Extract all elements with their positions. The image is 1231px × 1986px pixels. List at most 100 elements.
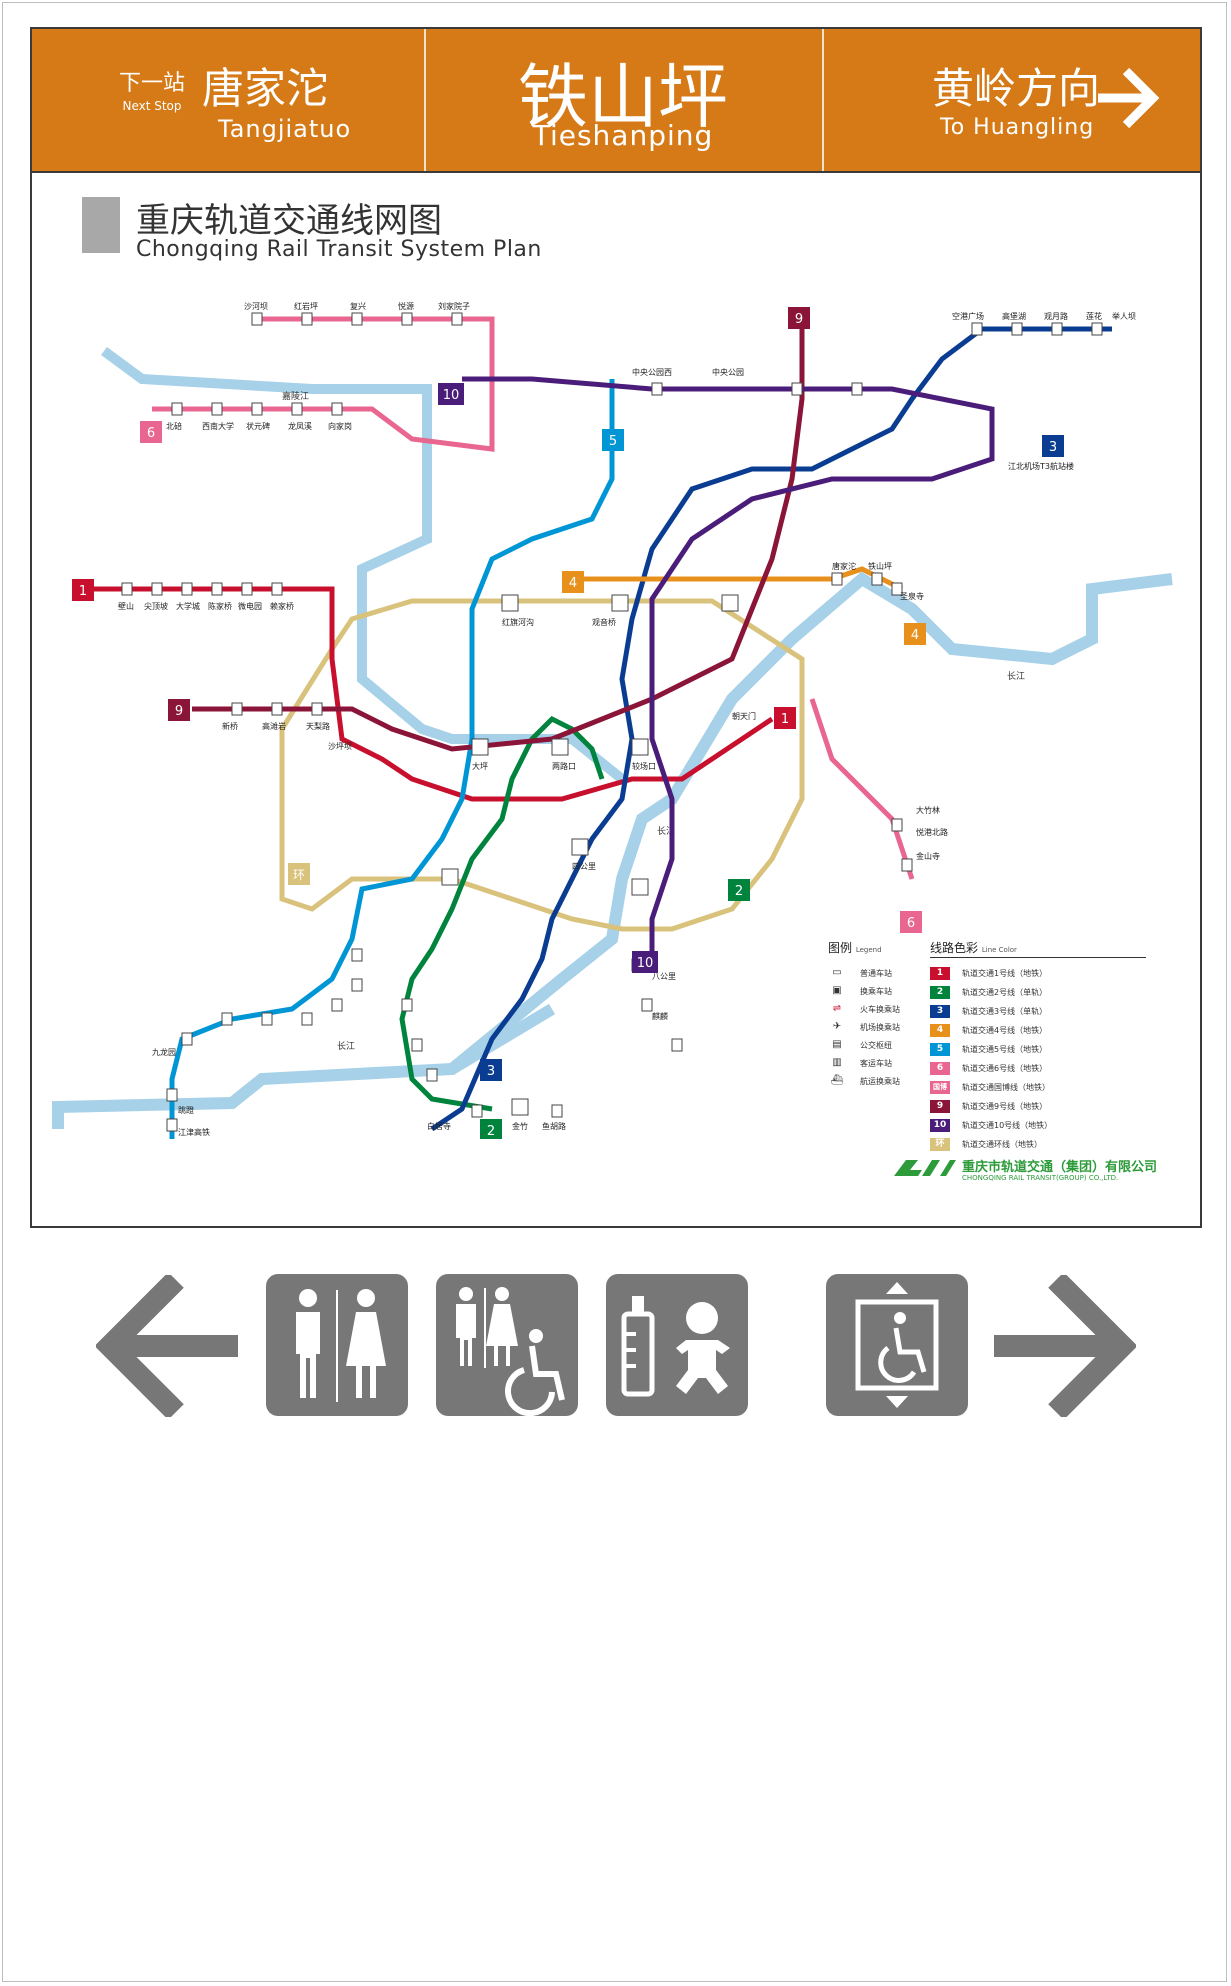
- station-labels: 沙河坝 红岩坪 复兴 悦源 刘家院子 北碚 西南大学 状元碑 龙凤溪 向家岗 中…: [118, 301, 1136, 1137]
- river-jialing: [101, 346, 626, 783]
- next-station-name-en: Tangjiatuo: [218, 115, 352, 143]
- station-sign-panel: 下一站 Next Stop 唐家沱 Tangjiatuo 铁山坪 Tieshan…: [30, 27, 1202, 1228]
- next-stop-label-en: Next Stop: [122, 99, 182, 113]
- station-label: 龙凤溪: [288, 421, 312, 431]
- next-stop-label-zh: 下一站: [118, 71, 185, 96]
- station-label: 高堡湖: [1002, 311, 1026, 321]
- station-label: 天梨路: [306, 721, 330, 731]
- station-banner: 下一站 Next Stop 唐家沱 Tangjiatuo 铁山坪 Tieshan…: [32, 29, 1200, 173]
- operator-name-en: CHONGQING RAIL TRANSIT(GROUP) CO.,LTD.: [962, 1174, 1119, 1182]
- current-station-name-en: Tieshanping: [532, 119, 714, 152]
- station-label: 八公里: [652, 972, 676, 981]
- station-label: 大学城: [176, 601, 200, 611]
- map-title-marker: [82, 197, 120, 253]
- line-badge-10: 10: [438, 383, 464, 405]
- svg-text:2: 2: [735, 884, 743, 899]
- station-label: 江津高铁: [178, 1127, 210, 1137]
- river-changjiang-lower: [448, 1003, 556, 1075]
- line-badge-4: 4: [562, 571, 584, 593]
- rail-icon: ⇌: [832, 1003, 842, 1014]
- station-label: 四公里: [572, 862, 596, 871]
- station-label: 状元碑: [246, 421, 270, 431]
- line-1: [82, 586, 774, 802]
- line-badge-10-south: 10: [632, 951, 658, 973]
- accessible-restroom-icon: [436, 1274, 578, 1417]
- station-label: 高滩岩: [262, 721, 286, 731]
- station-label: 朝天门: [732, 711, 756, 721]
- station-label: 较场口: [632, 761, 656, 771]
- station-label: 莲花: [1086, 311, 1102, 321]
- ship-icon: ⛴: [830, 1075, 844, 1086]
- station-label: 中央公园: [712, 367, 744, 377]
- station-label: 鱼胡路: [542, 1121, 566, 1131]
- station-label: 中央公园西: [632, 367, 672, 377]
- station-label: 跳蹬: [178, 1105, 194, 1115]
- next-station-name-zh: 唐家沱: [202, 64, 329, 113]
- svg-text:2: 2: [487, 1124, 495, 1139]
- svg-text:3: 3: [1049, 440, 1057, 455]
- station-label: 金竹: [512, 1121, 528, 1131]
- operator-logo-icon: [894, 1160, 956, 1176]
- svg-text:4: 4: [911, 628, 919, 643]
- station-icon: ▭: [832, 967, 842, 978]
- svg-text:1: 1: [781, 712, 789, 727]
- rail-network-map: 嘉陵江 长江 长江 长江: [52, 301, 1173, 1139]
- svg-text:1: 1: [79, 584, 87, 599]
- line-badge-9: 9: [168, 699, 190, 721]
- line-badge-4-east: 4: [904, 623, 926, 645]
- station-label: 红岩坪: [294, 301, 318, 311]
- svg-text:9: 9: [175, 704, 183, 719]
- station-label: 空港广场: [952, 311, 984, 321]
- svg-text:4: 4: [569, 576, 577, 591]
- line-badge-2-south: 2: [480, 1119, 502, 1139]
- station-label: 悦源: [398, 301, 414, 311]
- station-label: 北碚: [166, 421, 182, 431]
- loop-line: [279, 598, 805, 932]
- next-stop-label: 下一站 Next Stop: [112, 65, 192, 113]
- station-label: 麒麟: [652, 1011, 668, 1021]
- legend-rule: [930, 957, 1146, 958]
- line-badge-5: 5: [602, 429, 624, 451]
- line-6-east: [809, 698, 915, 880]
- station-label: 陈家桥: [208, 601, 232, 611]
- legend-title: 图例 Legend: [828, 941, 882, 955]
- svg-text:5: 5: [609, 434, 617, 449]
- svg-text:6: 6: [147, 426, 155, 441]
- station-label: 沙坪坝: [328, 742, 352, 751]
- line-2: [399, 715, 605, 1112]
- station-label: 圣泉寺: [900, 591, 924, 601]
- river-label-jialing: 嘉陵江: [282, 390, 309, 402]
- station-label: 复兴: [350, 301, 366, 311]
- station-label: 唐家沱: [832, 561, 856, 571]
- line-badge-loop: 环: [288, 863, 310, 885]
- station-label: 大坪: [472, 761, 488, 771]
- svg-text:6: 6: [907, 916, 915, 931]
- line-4: [572, 566, 904, 592]
- station-label: 观月路: [1044, 311, 1068, 321]
- svg-text:9: 9: [795, 312, 803, 327]
- station-label: 向家岗: [328, 421, 352, 431]
- station-markers: [121, 312, 1103, 1132]
- direction-name-en: To Huangling: [940, 115, 1095, 140]
- station-label: 新桥: [222, 721, 238, 731]
- river-label-changjiang-east: 长江: [1007, 670, 1025, 682]
- map-title-zh: 重庆轨道交通线网图: [136, 201, 442, 241]
- station-label: 铁山坪: [868, 561, 892, 571]
- river-label-changjiang: 长江: [337, 1040, 355, 1052]
- banner-divider: [424, 29, 426, 171]
- station-label: 观音桥: [592, 617, 616, 627]
- line-badge-3-south: 3: [480, 1059, 502, 1081]
- operator-name-zh: 重庆市轨道交通（集团）有限公司: [962, 1160, 1158, 1175]
- station-label: 沙河坝: [244, 301, 268, 311]
- map-title-en: Chongqing Rail Transit System Plan: [136, 237, 542, 262]
- station-label: 微电园: [238, 601, 262, 611]
- line-badge-1-east: 1: [774, 707, 796, 729]
- right-arrow-icon: [994, 1275, 1136, 1417]
- station-label: 江北机场T3航站楼: [1008, 461, 1074, 471]
- line-badge-3: 3: [1042, 435, 1064, 457]
- station-label: 赖家桥: [270, 601, 294, 611]
- svg-text:3: 3: [487, 1064, 495, 1079]
- baby-care-icon: [606, 1274, 748, 1416]
- left-arrow-icon: [96, 1275, 238, 1417]
